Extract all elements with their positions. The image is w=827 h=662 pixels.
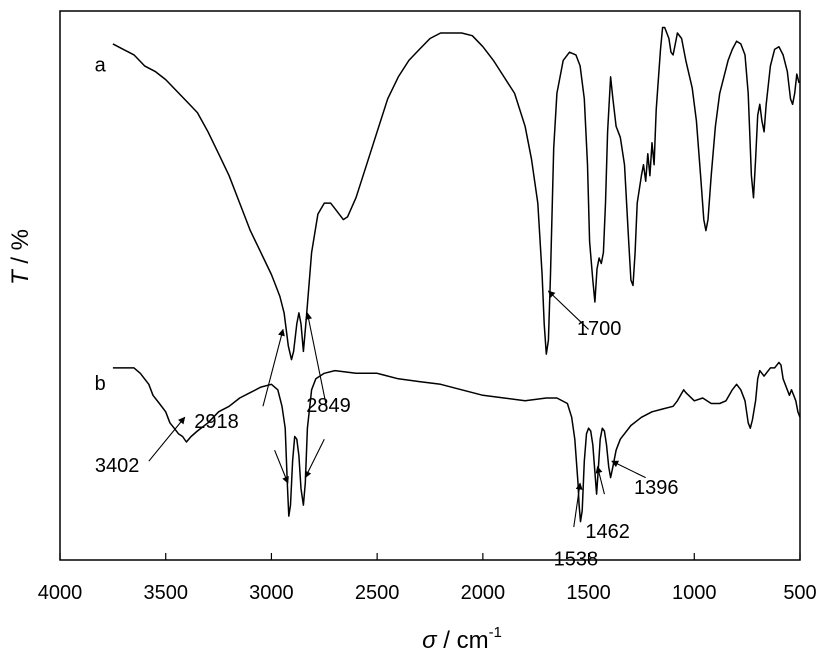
peak-arrow (595, 465, 605, 495)
spectrum-line-a (112, 26, 800, 361)
x-axis-unit: / cm (437, 627, 489, 654)
peak-arrow (547, 290, 589, 330)
x-tick-label: 4000 (38, 582, 83, 604)
peak-label: 2918 (194, 411, 239, 433)
peak-arrow (304, 438, 325, 479)
peak-arrow (148, 416, 186, 462)
curve-label-b: b (95, 373, 106, 395)
peak-label: 1396 (634, 477, 679, 499)
peak-label: 3402 (95, 455, 140, 477)
x-axis-symbol: σ (422, 627, 438, 654)
curve-label-a: a (95, 54, 107, 76)
x-tick-label: 3500 (143, 582, 188, 604)
y-axis-title: T / % (7, 229, 34, 285)
peak-arrow (305, 312, 327, 407)
spectra-series (112, 26, 801, 523)
x-tick-label: 1000 (672, 582, 717, 604)
peak-label: 2849 (306, 395, 351, 417)
plot-frame (59, 10, 801, 561)
peak-arrow (262, 328, 285, 407)
x-axis-ticks: 4000 3500 3000 2500 2000 1500 1000 500 (38, 553, 817, 604)
x-tick-label: 3000 (249, 582, 294, 604)
peak-arrow (274, 449, 289, 484)
spectrum-line-b (112, 361, 801, 523)
peak-arrow (573, 482, 583, 528)
peak-label: 1700 (577, 318, 622, 340)
x-axis-title: σ / cm-1 (422, 624, 502, 654)
x-tick-label: 1500 (566, 582, 611, 604)
y-axis-symbol: T (7, 268, 34, 285)
peak-arrow (611, 460, 646, 479)
x-tick-label: 2500 (355, 582, 400, 604)
x-tick-label: 2000 (461, 582, 506, 604)
peak-label: 1462 (585, 521, 630, 543)
y-axis-unit: / % (7, 229, 34, 270)
curve-labels: ab (95, 54, 107, 394)
peak-label: 1538 (554, 548, 599, 570)
x-tick-label: 500 (783, 582, 816, 604)
x-axis-unit-exponent: -1 (489, 624, 502, 641)
